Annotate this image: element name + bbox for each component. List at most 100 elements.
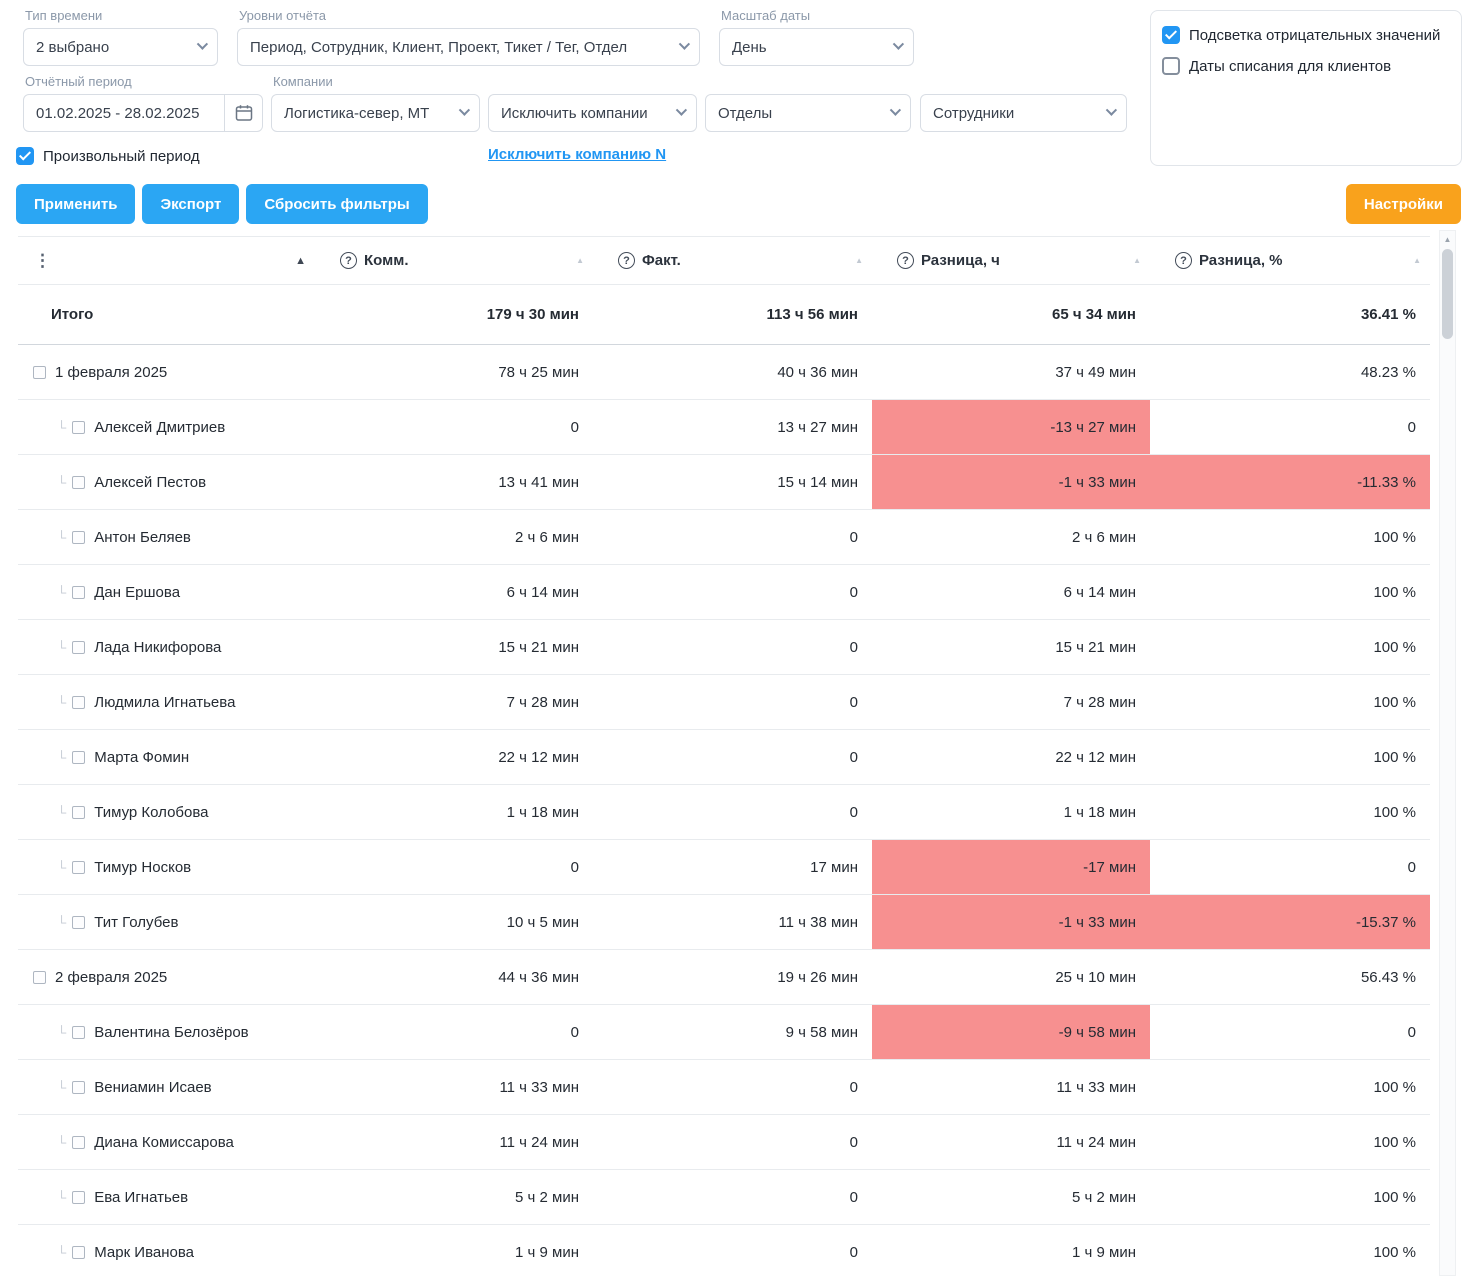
report-period-filter: Отчётный период 01.02.2025 - 28.02.2025 <box>23 74 263 132</box>
employee-name-label: Алексей Пестов <box>94 474 206 491</box>
chevron-down-icon <box>893 39 904 50</box>
row-checkbox[interactable] <box>72 696 85 709</box>
row-value: -11.33 % <box>1150 455 1430 509</box>
row-value: 11 ч 33 мин <box>315 1060 593 1114</box>
table-row-employee: └Марк Иванова1 ч 9 мин01 ч 9 мин100 % <box>18 1225 1430 1276</box>
table-row-employee: └Лада Никифорова15 ч 21 мин015 ч 21 мин1… <box>18 620 1430 675</box>
time-type-filter: Тип времени 2 выбрано <box>23 8 218 66</box>
table-row-employee: └Вениамин Исаев11 ч 33 мин011 ч 33 мин10… <box>18 1060 1430 1115</box>
table-row-employee: └Марта Фомин22 ч 12 мин022 ч 12 мин100 % <box>18 730 1430 785</box>
export-button[interactable]: Экспорт <box>142 184 239 224</box>
row-value: 1 ч 9 мин <box>872 1225 1150 1276</box>
custom-period-checkbox[interactable] <box>16 147 34 165</box>
table-row-employee: └Людмила Игнатьева7 ч 28 мин07 ч 28 мин1… <box>18 675 1430 730</box>
time-type-select[interactable]: 2 выбрано <box>23 28 218 66</box>
table-row-group: 1 февраля 202578 ч 25 мин40 ч 36 мин37 ч… <box>18 345 1430 400</box>
row-value: 0 <box>593 1225 872 1276</box>
group-date-label[interactable]: 1 февраля 2025 <box>55 364 167 381</box>
exclude-companies-select[interactable]: Исключить компании <box>488 94 697 132</box>
sort-asc-icon[interactable]: ▲ <box>295 255 306 267</box>
row-checkbox[interactable] <box>72 586 85 599</box>
sort-icon[interactable]: ▲ <box>576 256 584 265</box>
row-checkbox[interactable] <box>72 1246 85 1259</box>
row-checkbox[interactable] <box>72 751 85 764</box>
tree-connector-icon: └ <box>57 1135 66 1150</box>
column-header-label[interactable]: Комм. <box>364 252 408 269</box>
companies-select[interactable]: Логистика-север, МТ <box>271 94 480 132</box>
table-row-group: 2 февраля 202544 ч 36 мин19 ч 26 мин25 ч… <box>18 950 1430 1005</box>
row-checkbox[interactable] <box>72 916 85 929</box>
row-value: 11 ч 33 мин <box>872 1060 1150 1114</box>
apply-button[interactable]: Применить <box>16 184 135 224</box>
table-row-employee: └Ева Игнатьев5 ч 2 мин05 ч 2 мин100 % <box>18 1170 1430 1225</box>
report-table: ⋮ ▲ ? Комм. ▲ ? Факт. ▲ ? Разница, ч ▲ ?… <box>18 236 1430 1276</box>
row-value: -17 мин <box>872 840 1150 894</box>
table-row-employee: └Тит Голубев10 ч 5 мин11 ч 38 мин-1 ч 33… <box>18 895 1430 950</box>
column-header-label[interactable]: Факт. <box>642 252 681 269</box>
group-date-label[interactable]: 2 февраля 2025 <box>55 969 167 986</box>
row-checkbox[interactable] <box>72 531 85 544</box>
row-checkbox[interactable] <box>72 806 85 819</box>
total-row: Итого 179 ч 30 мин 113 ч 56 мин 65 ч 34 … <box>18 285 1430 345</box>
column-header-label[interactable]: Разница, % <box>1199 252 1283 269</box>
chevron-down-icon <box>197 39 208 50</box>
row-value: 0 <box>1150 400 1430 454</box>
total-fact: 113 ч 56 мин <box>593 285 872 344</box>
chevron-down-icon <box>676 105 687 116</box>
tree-connector-icon: └ <box>57 860 66 875</box>
departments-filter: Отделы <box>705 94 911 132</box>
row-value: -9 ч 58 мин <box>872 1005 1150 1059</box>
time-type-label: Тип времени <box>23 8 218 25</box>
sort-icon[interactable]: ▲ <box>1133 256 1141 265</box>
row-value: 0 <box>593 1170 872 1224</box>
settings-button[interactable]: Настройки <box>1346 184 1461 224</box>
scrollbar-up-arrow[interactable]: ▲ <box>1440 231 1455 247</box>
row-value: 0 <box>315 400 593 454</box>
row-name-cell: └Марк Иванова <box>18 1225 315 1276</box>
row-checkbox[interactable] <box>33 366 46 379</box>
date-range-value: 01.02.2025 - 28.02.2025 <box>24 105 224 122</box>
row-checkbox[interactable] <box>72 1136 85 1149</box>
row-checkbox[interactable] <box>72 1081 85 1094</box>
row-checkbox[interactable] <box>72 476 85 489</box>
employee-name-label: Вениамин Исаев <box>94 1079 211 1096</box>
row-name-cell: └Алексей Дмитриев <box>18 400 315 454</box>
date-range-input[interactable]: 01.02.2025 - 28.02.2025 <box>23 94 263 132</box>
row-value: 7 ч 28 мин <box>315 675 593 729</box>
row-checkbox[interactable] <box>72 1191 85 1204</box>
row-checkbox[interactable] <box>72 1026 85 1039</box>
help-icon[interactable]: ? <box>618 252 635 269</box>
departments-select[interactable]: Отделы <box>705 94 911 132</box>
date-scale-select[interactable]: День <box>719 28 914 66</box>
tree-connector-icon: └ <box>57 915 66 930</box>
row-value: 13 ч 41 мин <box>315 455 593 509</box>
tree-connector-icon: └ <box>57 530 66 545</box>
reset-filters-button[interactable]: Сбросить фильтры <box>246 184 427 224</box>
row-value: 0 <box>593 565 872 619</box>
row-checkbox[interactable] <box>33 971 46 984</box>
calendar-button[interactable] <box>224 95 262 131</box>
exclude-companies-placeholder: Исключить компании <box>501 105 666 122</box>
table-row-employee: └Алексей Пестов13 ч 41 мин15 ч 14 мин-1 … <box>18 455 1430 510</box>
sort-icon[interactable]: ▲ <box>855 256 863 265</box>
highlight-negative-checkbox[interactable] <box>1162 26 1180 44</box>
highlight-negative-option: Подсветка отрицательных значений <box>1162 26 1450 44</box>
report-levels-select[interactable]: Период, Сотрудник, Клиент, Проект, Тикет… <box>237 28 700 66</box>
exclude-company-link[interactable]: Исключить компанию N <box>488 146 666 163</box>
kebab-menu-icon[interactable]: ⋮ <box>34 251 51 271</box>
row-checkbox[interactable] <box>72 421 85 434</box>
row-value: 0 <box>593 1060 872 1114</box>
row-checkbox[interactable] <box>72 641 85 654</box>
employee-name-label: Людмила Игнатьева <box>94 694 235 711</box>
sort-icon[interactable]: ▲ <box>1413 256 1421 265</box>
row-checkbox[interactable] <box>72 861 85 874</box>
vertical-scrollbar[interactable]: ▲ <box>1439 230 1456 1276</box>
help-icon[interactable]: ? <box>340 252 357 269</box>
column-header-label[interactable]: Разница, ч <box>921 252 1000 269</box>
help-icon[interactable]: ? <box>897 252 914 269</box>
scrollbar-thumb[interactable] <box>1442 249 1453 339</box>
help-icon[interactable]: ? <box>1175 252 1192 269</box>
employees-select[interactable]: Сотрудники <box>920 94 1127 132</box>
write-off-dates-checkbox[interactable] <box>1162 57 1180 75</box>
row-value: 0 <box>593 675 872 729</box>
